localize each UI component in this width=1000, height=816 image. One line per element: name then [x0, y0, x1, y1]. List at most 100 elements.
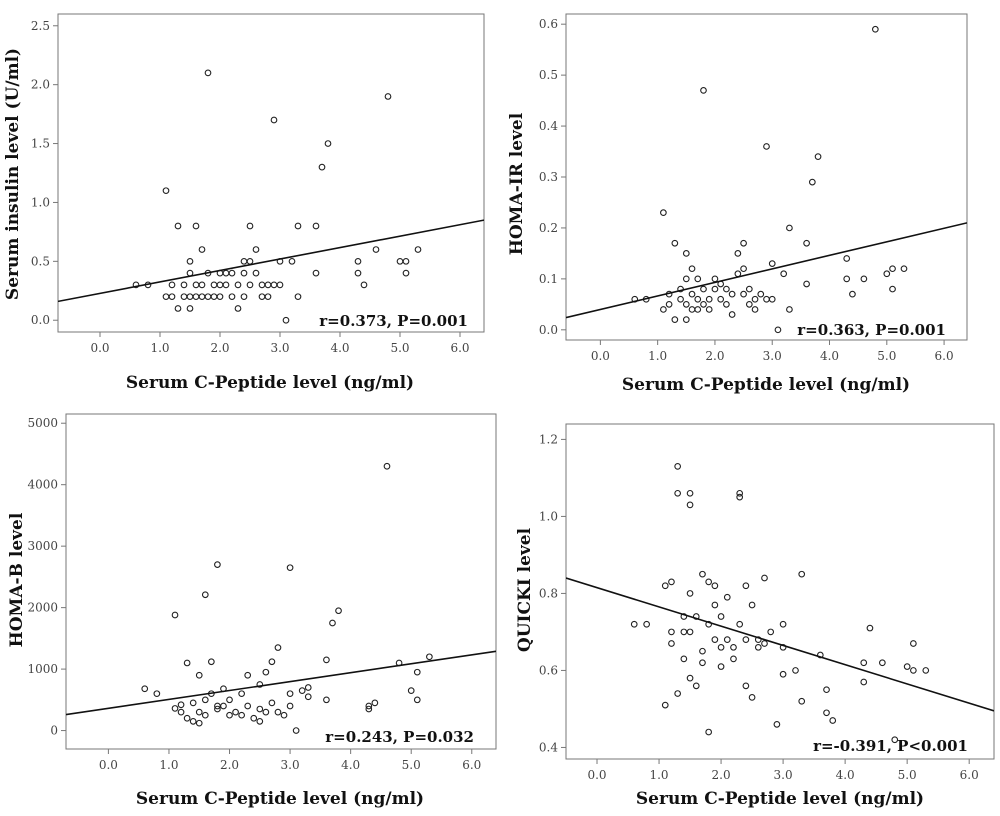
data-point [208, 658, 215, 666]
data-point [262, 668, 270, 676]
data-point [700, 87, 707, 94]
data-point [222, 281, 230, 289]
chart-homa-ir: 0.0 1.0 2.0 3.0 4.0 5.0 6.0 0.0 0.1 0.2 0.3 0.4 0.5 0… [507, 13, 968, 395]
chart-homa-b: 0.0 1.0 2.0 3.0 4.0 5.0 6.0 0 1000 2000 3000 4000 50… [7, 413, 497, 809]
data-point [323, 656, 330, 664]
data-point [798, 697, 806, 705]
y-tick-label: 1.2 [539, 432, 558, 446]
data-point [630, 620, 638, 628]
data-point [779, 620, 787, 628]
data-point [198, 246, 206, 253]
x-tick-label: 6.0 [935, 349, 954, 363]
correlation-annotation: r=0.243, P=0.032 [325, 728, 474, 746]
data-point [198, 293, 206, 301]
x-tick-label: 4.0 [820, 349, 839, 363]
data-point [292, 727, 300, 734]
y-tick-label: 3000 [27, 539, 58, 553]
y-axis-label: HOMA-B level [7, 512, 27, 647]
data-point [304, 693, 312, 701]
data-point [162, 293, 170, 301]
x-tick-label: 1.0 [150, 341, 169, 355]
x-axis-label: Serum C-Peptide level (ng/ml) [622, 375, 910, 395]
data-point [192, 293, 200, 301]
data-point [736, 620, 744, 628]
data-point [734, 250, 742, 257]
points-group [630, 463, 930, 744]
y-tick-label: 0.4 [539, 119, 558, 133]
data-point [195, 671, 203, 679]
y-tick-label: 0.2 [539, 221, 558, 235]
data-point [414, 246, 422, 253]
data-point [668, 578, 675, 586]
x-tick-label: 5.0 [898, 768, 917, 782]
data-point [228, 293, 236, 301]
data-point [860, 659, 868, 667]
data-point [723, 593, 731, 601]
y-tick-label: 2.0 [31, 78, 50, 92]
data-point [661, 701, 669, 709]
data-point [686, 628, 694, 636]
data-point [723, 636, 731, 643]
data-point [256, 681, 264, 688]
data-point [682, 275, 690, 283]
data-point [688, 306, 696, 313]
x-tick-label: 0.0 [99, 758, 118, 772]
data-point [282, 316, 290, 324]
data-point [792, 667, 799, 674]
data-point [682, 316, 690, 323]
data-point [730, 655, 737, 663]
data-point [288, 257, 296, 265]
x-tick-label: 3.0 [763, 349, 782, 363]
data-point [730, 643, 737, 651]
data-point [682, 300, 690, 308]
data-point [168, 281, 176, 289]
data-point [742, 582, 750, 590]
data-point [780, 270, 788, 278]
x-tick-label: 1.0 [649, 768, 668, 782]
data-point [717, 643, 725, 651]
data-point [643, 620, 650, 628]
regression-line [566, 222, 967, 319]
data-point [723, 300, 730, 308]
data-point [786, 306, 793, 313]
plot-frame [65, 413, 497, 750]
data-point [204, 69, 212, 77]
data-point [177, 701, 185, 709]
correlation-annotation: r=0.363, P=0.001 [797, 321, 946, 339]
data-point [754, 643, 762, 651]
data-point [286, 564, 294, 572]
data-point [214, 561, 221, 568]
data-point [717, 663, 725, 670]
data-point [900, 265, 908, 273]
data-point [757, 290, 765, 298]
y-tick-label: 1.5 [31, 137, 50, 151]
data-point [183, 714, 191, 722]
data-point [705, 728, 713, 736]
data-point [195, 708, 203, 716]
y-tick-label: 0.0 [31, 313, 50, 327]
x-tick-label: 5.0 [390, 341, 409, 355]
data-point [717, 295, 725, 303]
correlation-annotation: r=-0.391, P<0.001 [813, 737, 968, 755]
x-tick-label: 6.0 [960, 768, 979, 782]
data-point [174, 222, 182, 230]
data-point [742, 682, 750, 690]
data-point [686, 590, 694, 597]
y-tick-label: 4000 [27, 478, 58, 492]
x-tick-label: 3.0 [281, 758, 300, 772]
data-point [768, 260, 776, 267]
data-point [323, 696, 330, 704]
data-point [711, 601, 719, 609]
data-point [244, 671, 252, 679]
data-point [728, 311, 736, 318]
data-point [763, 143, 770, 150]
data-point [258, 293, 266, 301]
data-point [751, 306, 759, 313]
data-point [674, 463, 682, 470]
y-tick-label: 0.1 [539, 272, 558, 286]
data-point [210, 293, 218, 301]
data-point [674, 489, 682, 497]
data-point [860, 275, 868, 283]
y-tick-label: 1.0 [539, 509, 558, 523]
data-point [201, 711, 209, 719]
